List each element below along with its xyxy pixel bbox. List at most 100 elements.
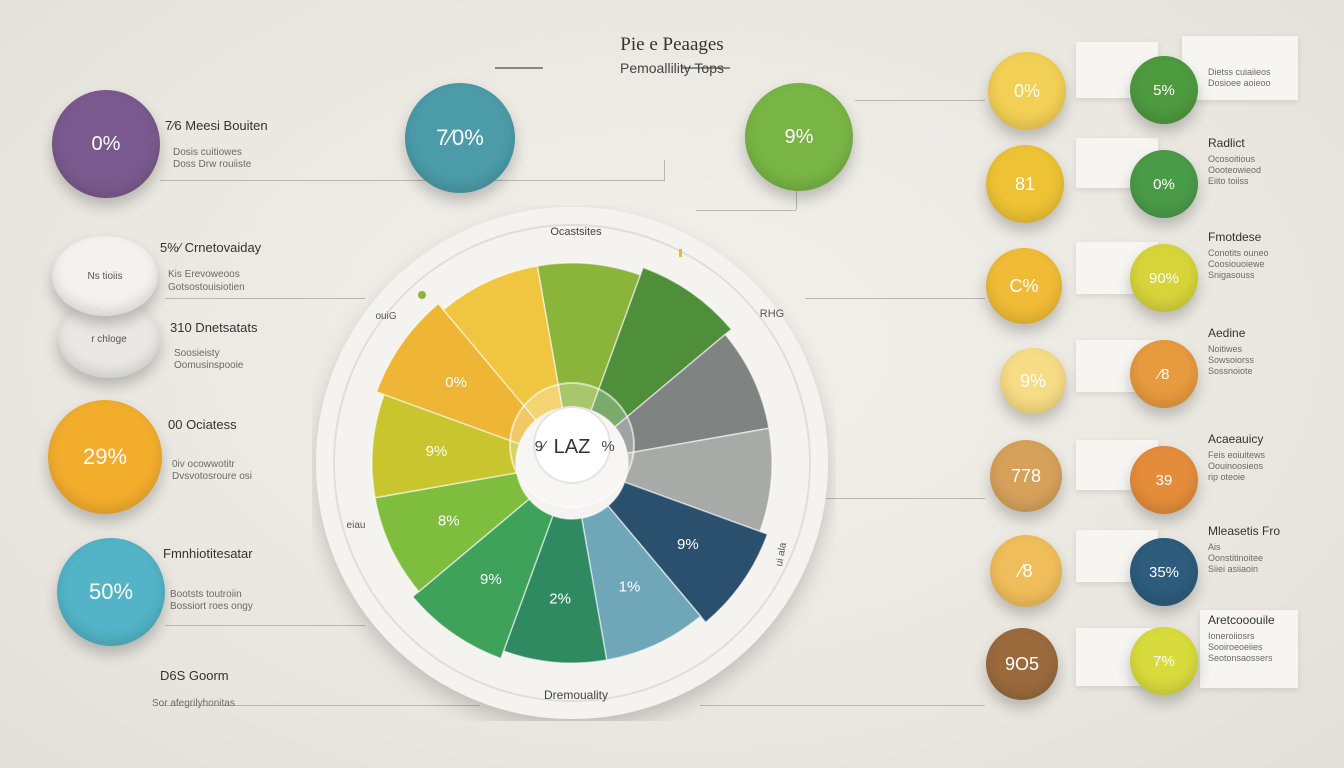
top-bubble-1: 7⁄0% — [405, 83, 515, 193]
connector-line — [696, 210, 796, 211]
right-item-sub: Oooteowieod — [1208, 165, 1262, 175]
pie-slice — [502, 514, 608, 664]
pie-center-disc — [533, 406, 611, 484]
top-bubble-value: 9% — [784, 125, 814, 148]
right-item-title: Acaeauicy — [1208, 432, 1264, 446]
pie-slice-label: 0% — [445, 374, 467, 391]
right-inner-bubble: 0% — [1130, 150, 1198, 218]
right-outer-value: ⁄8 — [1019, 560, 1033, 581]
right-outer-value: 9% — [1019, 370, 1046, 391]
pie-center-left-label: 9⁄ — [535, 438, 548, 455]
right-inner-bubble: 39 — [1130, 446, 1198, 514]
right-outer-bubble: ⁄8 — [990, 535, 1062, 607]
top-bubble-2: 9% — [745, 83, 853, 191]
right-outer-bubble: 9% — [1000, 348, 1066, 414]
pie-slice — [623, 427, 773, 533]
pie-slice-label: 2% — [549, 590, 571, 607]
left-item-sub: Soosieisty — [174, 348, 220, 359]
right-card — [1200, 610, 1298, 688]
pie-slice — [606, 481, 769, 624]
pie-slice — [590, 266, 733, 429]
disc-label: Ns tioiis — [87, 270, 123, 282]
right-outer-bubble: 81 — [986, 145, 1064, 223]
right-outer-bubble: 0% — [988, 52, 1066, 130]
right-item-sub: Feis eoiuitews — [1208, 450, 1266, 460]
right-item-sub: Sowsoiorss — [1208, 355, 1255, 365]
left-item-title: 310 Dnetsatats — [170, 320, 258, 335]
pie-ring-groove — [333, 224, 811, 702]
ring-label-right-top: RHG — [760, 308, 784, 320]
left-item-sub: Sor afegrilyhonitas — [152, 698, 235, 709]
chart-title: Pie e Peaages — [620, 34, 724, 55]
right-item-sub: Oonstitinoitee — [1208, 553, 1264, 563]
ring-label-top: Ocastsites — [550, 226, 602, 238]
pie-center-label: LAZ — [554, 436, 591, 458]
subtitle-rule — [495, 58, 730, 78]
left-bubble-5: 50% — [57, 538, 165, 646]
right-outer-value: 0% — [1013, 80, 1040, 101]
right-item-sub: Coosiouoiewe — [1208, 259, 1265, 269]
right-item-sub: Sossnoiote — [1208, 366, 1253, 376]
left-bubble-value: 0% — [91, 132, 121, 155]
right-outer-value: 778 — [1010, 465, 1042, 486]
pie-slice — [442, 265, 564, 422]
left-item-title: 7⁄6 Meesi Bouiten — [165, 118, 268, 133]
connector-line — [796, 190, 797, 210]
pie-slice — [580, 504, 702, 661]
ring-dot — [418, 291, 426, 299]
right-outer-bubble: 9O5 — [986, 628, 1058, 700]
ring-marker — [679, 249, 682, 257]
pie-slice-label: 8% — [438, 512, 460, 529]
right-inner-bubble: 5% — [1130, 56, 1198, 124]
connector-line — [165, 625, 365, 626]
right-inner-value: 5% — [1153, 81, 1175, 99]
right-item-sub: Snigasouss — [1208, 270, 1255, 280]
left-item-sub: Bootsts toutroiin — [170, 589, 242, 600]
right-inner-value: 0% — [1153, 175, 1175, 193]
pie-center-right-label: % — [601, 438, 614, 455]
connector-line — [805, 298, 985, 299]
right-inner-bubble: 35% — [1130, 538, 1198, 606]
right-item-sub: Eiito toiiss — [1208, 176, 1249, 186]
connector-line — [160, 705, 480, 706]
left-item-sub: Doss Drw rouiiste — [173, 159, 252, 170]
disc-label: r chloge — [91, 333, 127, 345]
pie-slices: 9% 1% 2% 9% 8% 9% 0% — [371, 262, 773, 664]
right-item-sub: Ocosoitious — [1208, 154, 1256, 164]
pie-slice-label: 9% — [677, 536, 699, 553]
pie-slice-label: 9% — [426, 443, 448, 460]
right-item-sub: Conotits ouneo — [1208, 248, 1269, 258]
top-bubble-value: 7⁄0% — [436, 125, 484, 150]
right-item-sub: rip oteoie — [1208, 472, 1246, 482]
pie-slice — [375, 302, 538, 445]
left-item-sub: Kis Erevoweoos — [168, 269, 240, 280]
right-item-sub: Ais — [1208, 542, 1221, 552]
connector-line — [664, 160, 665, 181]
right-item-title: Aretcooouile — [1208, 613, 1275, 627]
left-item-sub: Dvsvotosroure osi — [172, 471, 253, 482]
right-item-sub: Sooiroeoeiies — [1208, 642, 1263, 652]
right-item-sub: Ioneroiiosrs — [1208, 631, 1255, 641]
right-outer-bubble: C% — [986, 248, 1062, 324]
pie-slice — [371, 393, 521, 499]
left-item-title: 5%⁄ Crnetovaiday — [160, 240, 262, 255]
right-inner-value: ⁄8 — [1158, 365, 1170, 383]
right-outer-bubble: 778 — [990, 440, 1062, 512]
right-inner-value: 90% — [1148, 269, 1180, 287]
right-inner-value: 35% — [1148, 563, 1180, 581]
right-card — [1182, 36, 1298, 100]
right-item-title: Radlict — [1208, 136, 1245, 150]
left-item-sub: Oomusinspooie — [174, 360, 244, 371]
connector-line — [790, 498, 985, 499]
disc-stack-top: Ns tioiis — [52, 236, 158, 316]
right-item-sub: Dosioee aoieoo — [1208, 78, 1271, 88]
ring-label-bottom: Dremouality — [544, 688, 608, 702]
left-item-sub: Gotsostouisiotien — [168, 282, 245, 293]
connector-line — [160, 180, 665, 181]
right-item-sub: Dietss cuiaiieos — [1208, 67, 1271, 77]
right-item-sub: Noitiwes — [1208, 344, 1243, 354]
ring-label-left-bottom: eiau — [347, 520, 366, 531]
left-bubble-1: 0% — [52, 90, 160, 198]
right-inner-bubble: 90% — [1130, 244, 1198, 312]
left-item-title: 00 Ociatess — [168, 417, 237, 432]
